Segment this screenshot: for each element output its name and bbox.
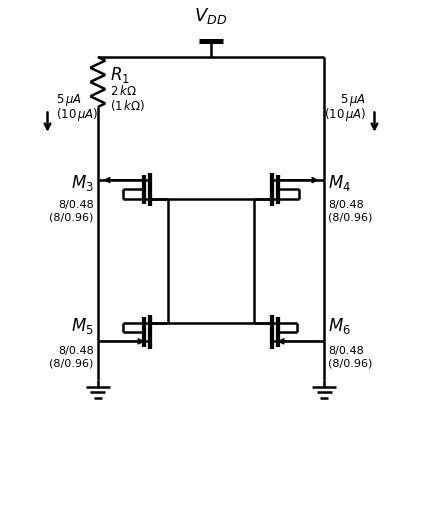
Text: (8/0.96): (8/0.96) [49,213,94,223]
Text: $(10\,\mu A)$: $(10\,\mu A)$ [56,106,98,123]
Text: $5\,\mu A$: $5\,\mu A$ [56,92,82,108]
Text: 8/0.48: 8/0.48 [58,200,94,210]
Text: $(1\,k\Omega)$: $(1\,k\Omega)$ [110,98,145,113]
Text: $M_6$: $M_6$ [328,316,352,336]
Text: $5\,\mu A$: $5\,\mu A$ [340,92,366,108]
Text: $M_4$: $M_4$ [328,173,352,193]
Text: $M_5$: $M_5$ [71,316,94,336]
Text: (8/0.96): (8/0.96) [328,213,373,223]
Text: $(10\,\mu A)$: $(10\,\mu A)$ [324,106,366,123]
Text: $2\,k\Omega$: $2\,k\Omega$ [110,84,136,98]
Text: 8/0.48: 8/0.48 [58,346,94,356]
Text: (8/0.96): (8/0.96) [328,358,373,369]
Text: 8/0.48: 8/0.48 [328,200,364,210]
Text: 8/0.48: 8/0.48 [328,346,364,356]
Text: (8/0.96): (8/0.96) [49,358,94,369]
Text: $R_1$: $R_1$ [110,65,130,84]
Text: $M_3$: $M_3$ [71,173,94,193]
Text: $V_{DD}$: $V_{DD}$ [195,6,227,26]
